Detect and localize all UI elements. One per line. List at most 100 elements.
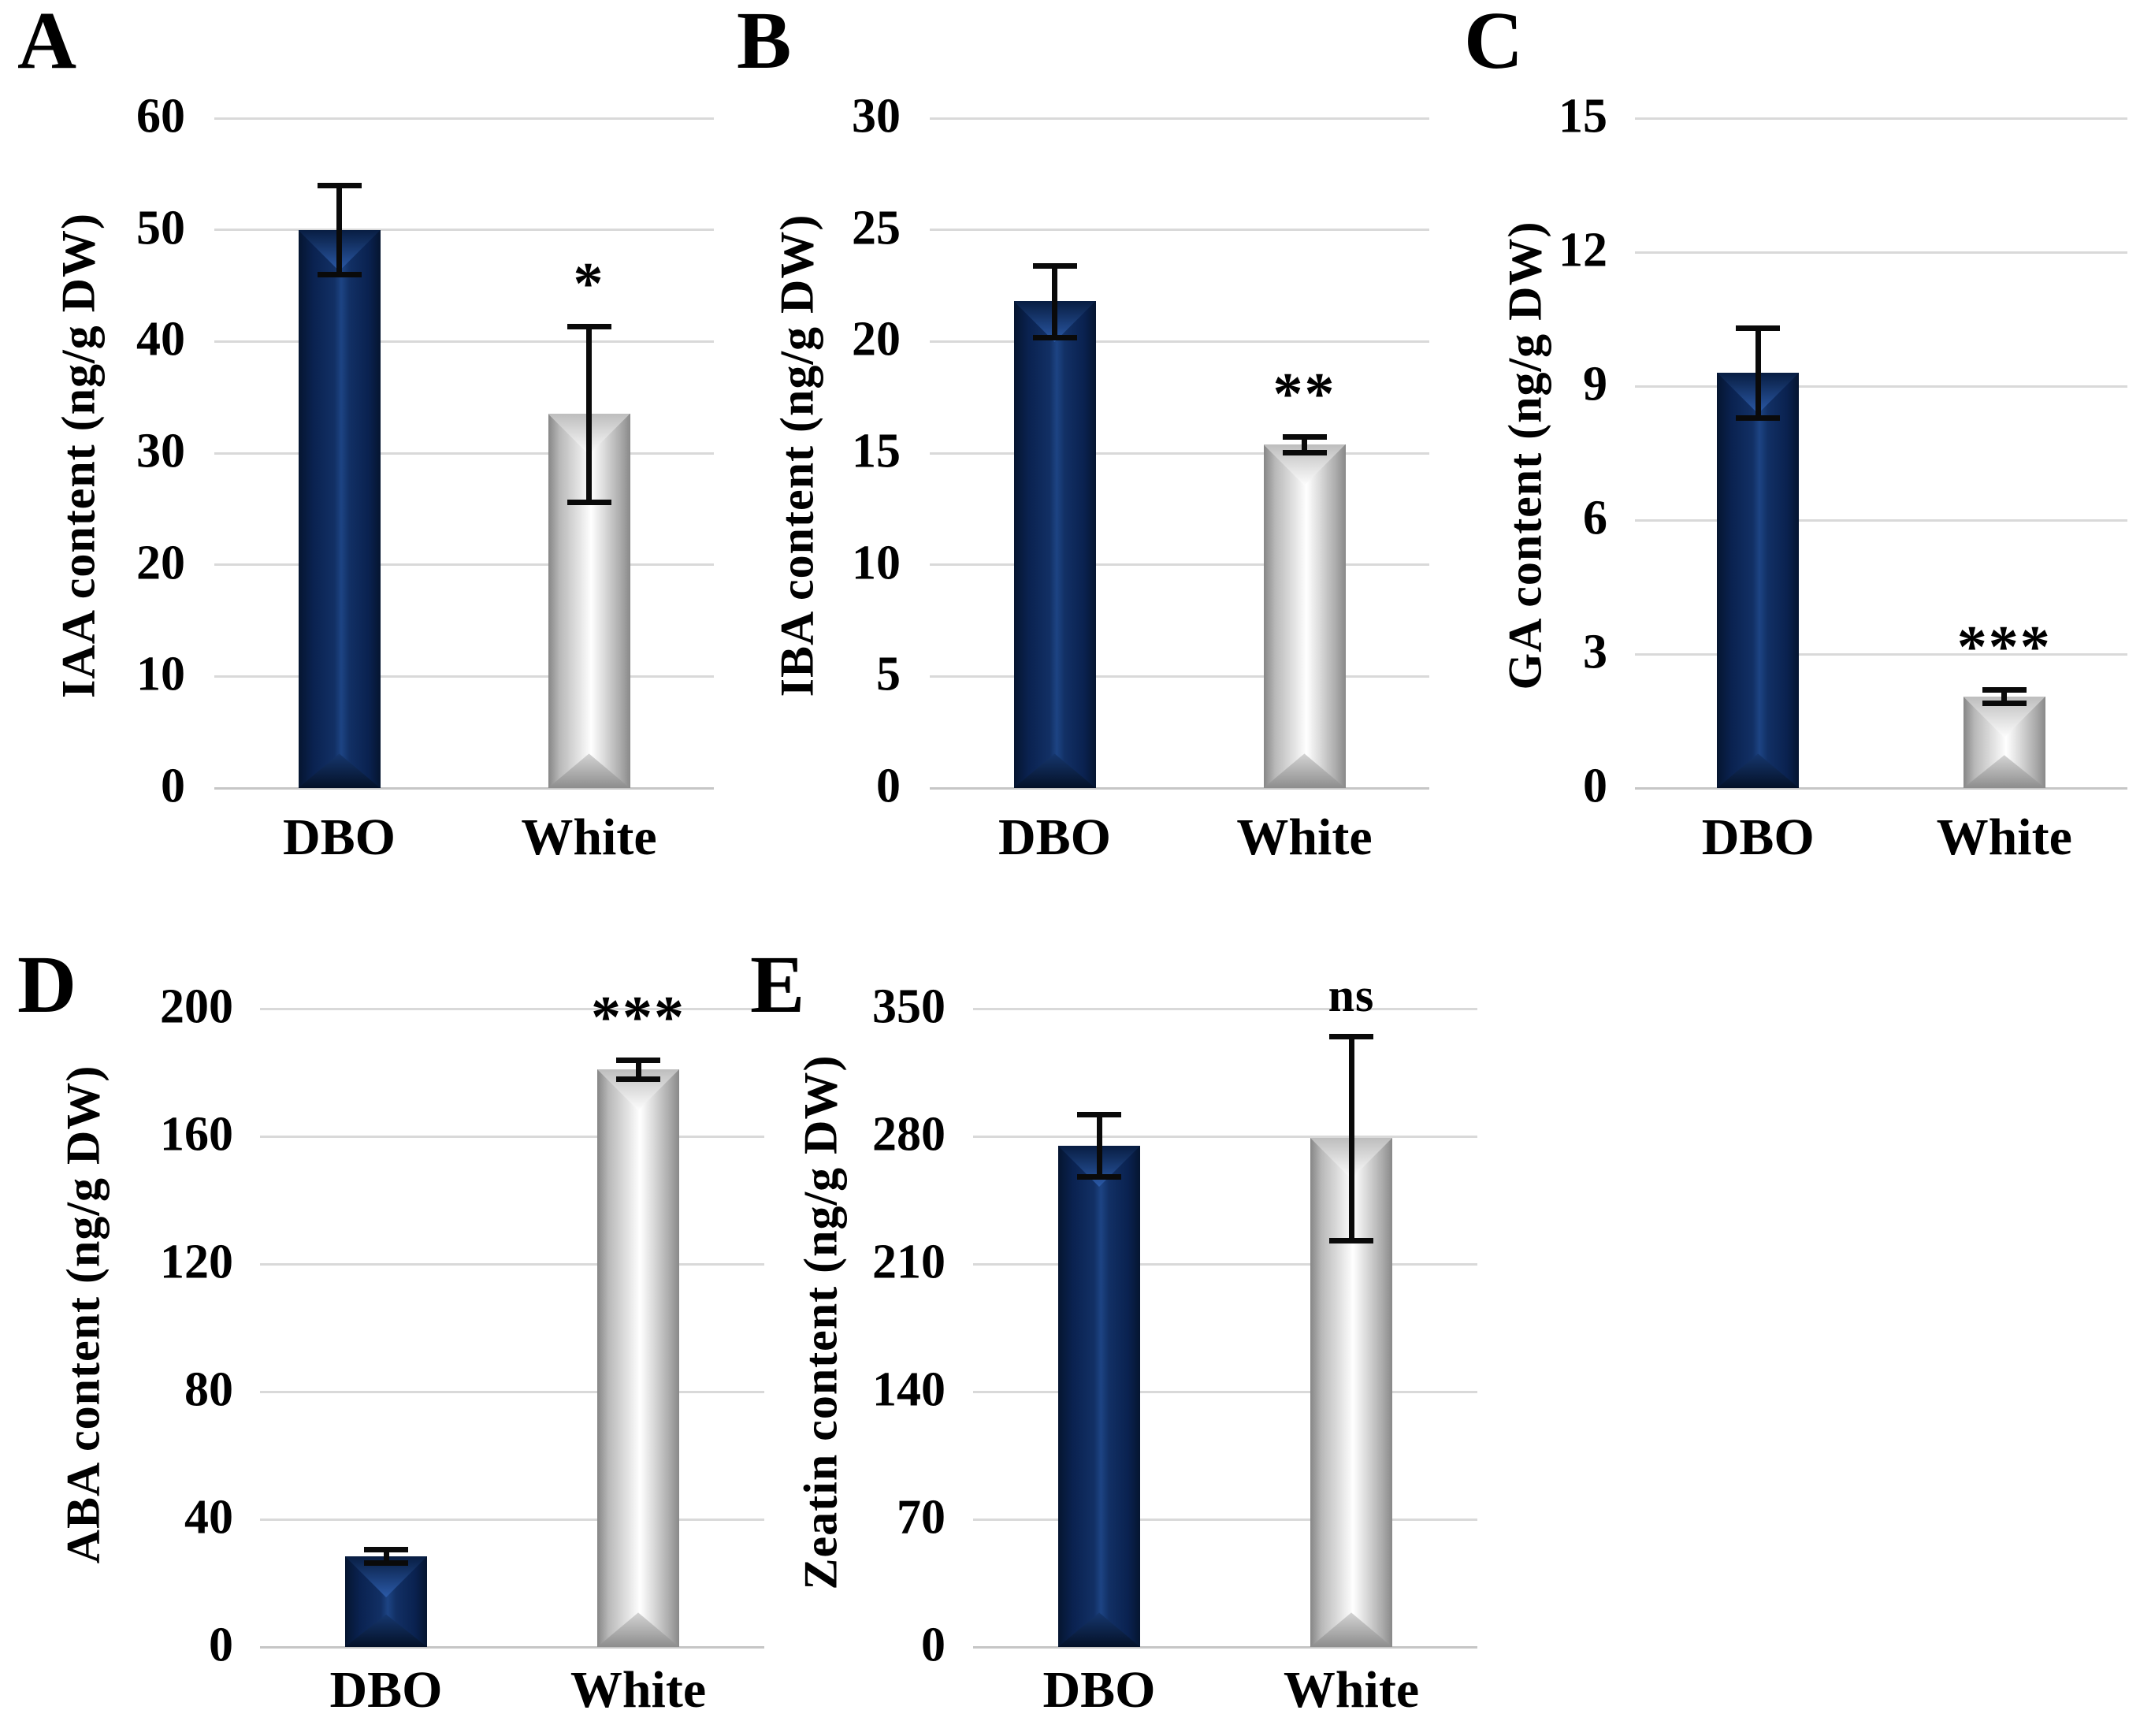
- panel-e-ytick-280: 280: [872, 1107, 946, 1162]
- panel-e-xlabel-dbo: DBO: [1042, 1661, 1156, 1719]
- error-bar-cap-bottom: [317, 272, 362, 278]
- panel-e-bar-dbo: [1058, 1146, 1140, 1647]
- panel-e-gridline-140: [973, 1390, 1477, 1393]
- panel-b-gridline-25: [930, 229, 1429, 232]
- panel-b-ytick-0: 0: [876, 759, 901, 813]
- panel-e-gridline-210: [973, 1262, 1477, 1266]
- panel-e-error-bar-white: [1348, 1035, 1354, 1240]
- panel-c-significance-marker: ***: [1956, 614, 2052, 681]
- error-bar-cap-bottom: [1282, 449, 1327, 455]
- panel-d-ytick-120: 120: [160, 1235, 233, 1289]
- error-bar-cap-top: [567, 323, 611, 329]
- panel-c-letter: C: [1464, 0, 1524, 86]
- panel-c-xlabel-dbo: DBO: [1701, 809, 1815, 866]
- bar-bottom-bevel: [1963, 755, 2045, 788]
- panel-b-gridline-20: [930, 340, 1429, 343]
- panel-e-ytick-0: 0: [921, 1618, 946, 1672]
- panel-a-ytick-60: 60: [136, 89, 185, 143]
- panel-d-ytick-0: 0: [209, 1618, 233, 1672]
- panel-a-ytick-20: 20: [136, 536, 185, 590]
- panel-a-bar-dbo: [298, 230, 381, 788]
- panel-a-ytick-30: 30: [136, 424, 185, 478]
- panel-a-gridline-10: [214, 675, 714, 678]
- error-bar-cap-top: [317, 183, 362, 188]
- panel-a-gridline-20: [214, 563, 714, 567]
- panel-a-ytick-50: 50: [136, 201, 185, 255]
- panel-c-gridline-12: [1635, 251, 2127, 254]
- bar-bottom-bevel: [345, 1614, 427, 1647]
- panel-c-xlabel-white: White: [1936, 809, 2072, 866]
- error-bar-cap-bottom: [1736, 414, 1781, 421]
- panel-a-gridline-0: [214, 786, 714, 790]
- panel-b-gridline-10: [930, 563, 1429, 567]
- panel-e-xlabel-white: White: [1283, 1661, 1420, 1719]
- panel-d-gridline-200: [260, 1007, 764, 1010]
- panel-d-ytick-160: 160: [160, 1107, 233, 1162]
- panel-b-gridline-0: [930, 786, 1429, 790]
- panel-d-letter: D: [17, 939, 77, 1030]
- panel-c-y-axis-title: GA content (ng/g DW): [1499, 221, 1551, 690]
- error-bar-cap-top: [1329, 1033, 1373, 1039]
- bar-bottom-bevel: [1310, 1612, 1392, 1647]
- panel-d-gridline-0: [260, 1645, 764, 1649]
- panel-a-gridline-40: [214, 340, 714, 343]
- error-bar-cap-bottom: [1329, 1237, 1373, 1243]
- bar-bottom-bevel: [1717, 753, 1800, 788]
- panel-b-ytick-20: 20: [852, 312, 901, 366]
- panel-d-error-bar-white: [635, 1059, 641, 1080]
- panel-d-error-bar-dbo: [383, 1549, 389, 1563]
- error-bar-cap-bottom: [567, 500, 611, 506]
- panel-d-significance-marker: ***: [591, 983, 685, 1050]
- error-bar-cap-top: [1032, 263, 1077, 269]
- panel-c-gridline-0: [1635, 786, 2127, 790]
- panel-c-ytick-15: 15: [1559, 89, 1607, 143]
- panel-e-gridline-0: [973, 1645, 1477, 1649]
- panel-b-ytick-15: 15: [852, 424, 901, 478]
- error-bar-cap-bottom: [1032, 334, 1077, 340]
- bar-bottom-bevel: [1263, 753, 1346, 788]
- panel-a-error-bar-white: [586, 325, 592, 503]
- panel-e-ytick-70: 70: [897, 1490, 946, 1545]
- panel-e-significance-marker: ns: [1328, 968, 1375, 1021]
- panel-b-error-bar-white: [1302, 436, 1307, 452]
- panel-a-significance-marker: *: [573, 250, 605, 317]
- panel-c-ytick-6: 6: [1583, 491, 1607, 545]
- panel-e-ytick-140: 140: [872, 1362, 946, 1417]
- panel-c-ytick-3: 3: [1583, 625, 1607, 679]
- panel-b-bar-dbo: [1013, 301, 1096, 788]
- panel-b-ytick-5: 5: [876, 647, 901, 701]
- panel-d-ytick-40: 40: [184, 1490, 233, 1545]
- panel-c-gridline-15: [1635, 117, 2127, 120]
- panel-c-error-bar-dbo: [1755, 328, 1761, 418]
- panel-e-ytick-210: 210: [872, 1235, 946, 1289]
- panel-a-xlabel-dbo: DBO: [282, 809, 396, 866]
- error-bar-cap-bottom: [1982, 701, 2027, 707]
- panel-c-ytick-9: 9: [1583, 357, 1607, 411]
- panel-d-gridline-80: [260, 1390, 764, 1393]
- panel-c-bar-dbo: [1717, 373, 1800, 788]
- error-bar-cap-bottom: [364, 1559, 408, 1566]
- bar-bottom-bevel: [1013, 753, 1096, 788]
- panel-c-bar-white: [1963, 697, 2045, 788]
- panel-a-xlabel-white: White: [521, 809, 657, 866]
- panel-e-gridline-280: [973, 1135, 1477, 1138]
- panel-d-ytick-200: 200: [160, 980, 233, 1034]
- panel-d-bar-white: [597, 1069, 679, 1647]
- panel-b-significance-marker: **: [1272, 360, 1336, 427]
- panel-c-error-bar-white: [2001, 690, 2008, 704]
- error-bar-cap-top: [1982, 687, 2027, 693]
- panel-b-xlabel-dbo: DBO: [998, 809, 1112, 866]
- panel-d-ytick-80: 80: [184, 1362, 233, 1417]
- panel-b-ytick-25: 25: [852, 201, 901, 255]
- panel-d-xlabel-dbo: DBO: [329, 1661, 443, 1719]
- panel-e-ytick-350: 350: [872, 980, 946, 1034]
- panel-d-gridline-40: [260, 1518, 764, 1521]
- bar-bottom-bevel: [548, 753, 630, 788]
- panel-c-gridline-3: [1635, 652, 2127, 656]
- panel-b-gridline-30: [930, 117, 1429, 120]
- panel-d-bar-dbo: [345, 1556, 427, 1647]
- panel-b-ytick-10: 10: [852, 536, 901, 590]
- panel-e-gridline-70: [973, 1518, 1477, 1521]
- panel-a-gridline-60: [214, 117, 714, 120]
